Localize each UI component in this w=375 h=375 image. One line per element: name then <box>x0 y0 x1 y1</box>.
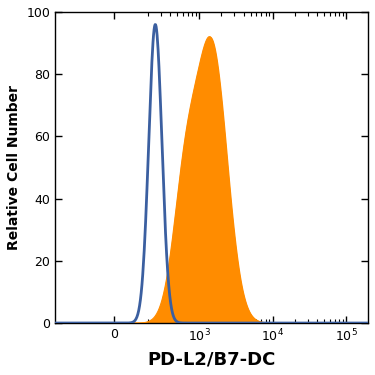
Y-axis label: Relative Cell Number: Relative Cell Number <box>7 85 21 250</box>
X-axis label: PD-L2/B7-DC: PD-L2/B7-DC <box>147 350 276 368</box>
